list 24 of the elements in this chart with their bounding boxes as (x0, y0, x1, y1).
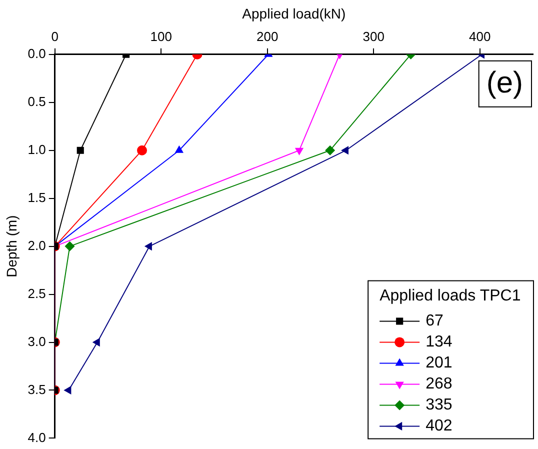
legend-label: 268 (426, 376, 452, 393)
legend-label: 335 (426, 396, 452, 414)
legend-label: 402 (426, 418, 452, 435)
x-tick-label: 200 (256, 29, 278, 44)
y-tick-label: 3.0 (28, 334, 46, 349)
y-tick-label: 1.5 (28, 190, 46, 205)
legend-label: 201 (426, 354, 452, 372)
x-tick-label: 300 (362, 29, 384, 44)
y-tick-label: 3.5 (28, 382, 46, 397)
y-axis-title: Depth (m) (3, 215, 20, 278)
x-axis-title: Applied load(kN) (242, 5, 346, 22)
x-tick-label: 0 (51, 29, 58, 44)
y-tick-label: 0.0 (28, 46, 46, 61)
y-tick-label: 0.5 (28, 94, 46, 109)
y-tick-label: 2.5 (28, 286, 46, 301)
x-tick-label: 400 (469, 29, 491, 44)
x-tick-label: 100 (150, 29, 172, 44)
y-tick-label: 2.0 (28, 238, 46, 253)
y-tick-label: 1.0 (28, 142, 46, 157)
legend-title: Applied loads TPC1 (380, 288, 521, 305)
legend-label: 134 (426, 334, 452, 351)
annotation: (e) (486, 66, 524, 100)
legend-label: 67 (426, 312, 444, 330)
y-tick-label: 4.0 (28, 430, 46, 445)
